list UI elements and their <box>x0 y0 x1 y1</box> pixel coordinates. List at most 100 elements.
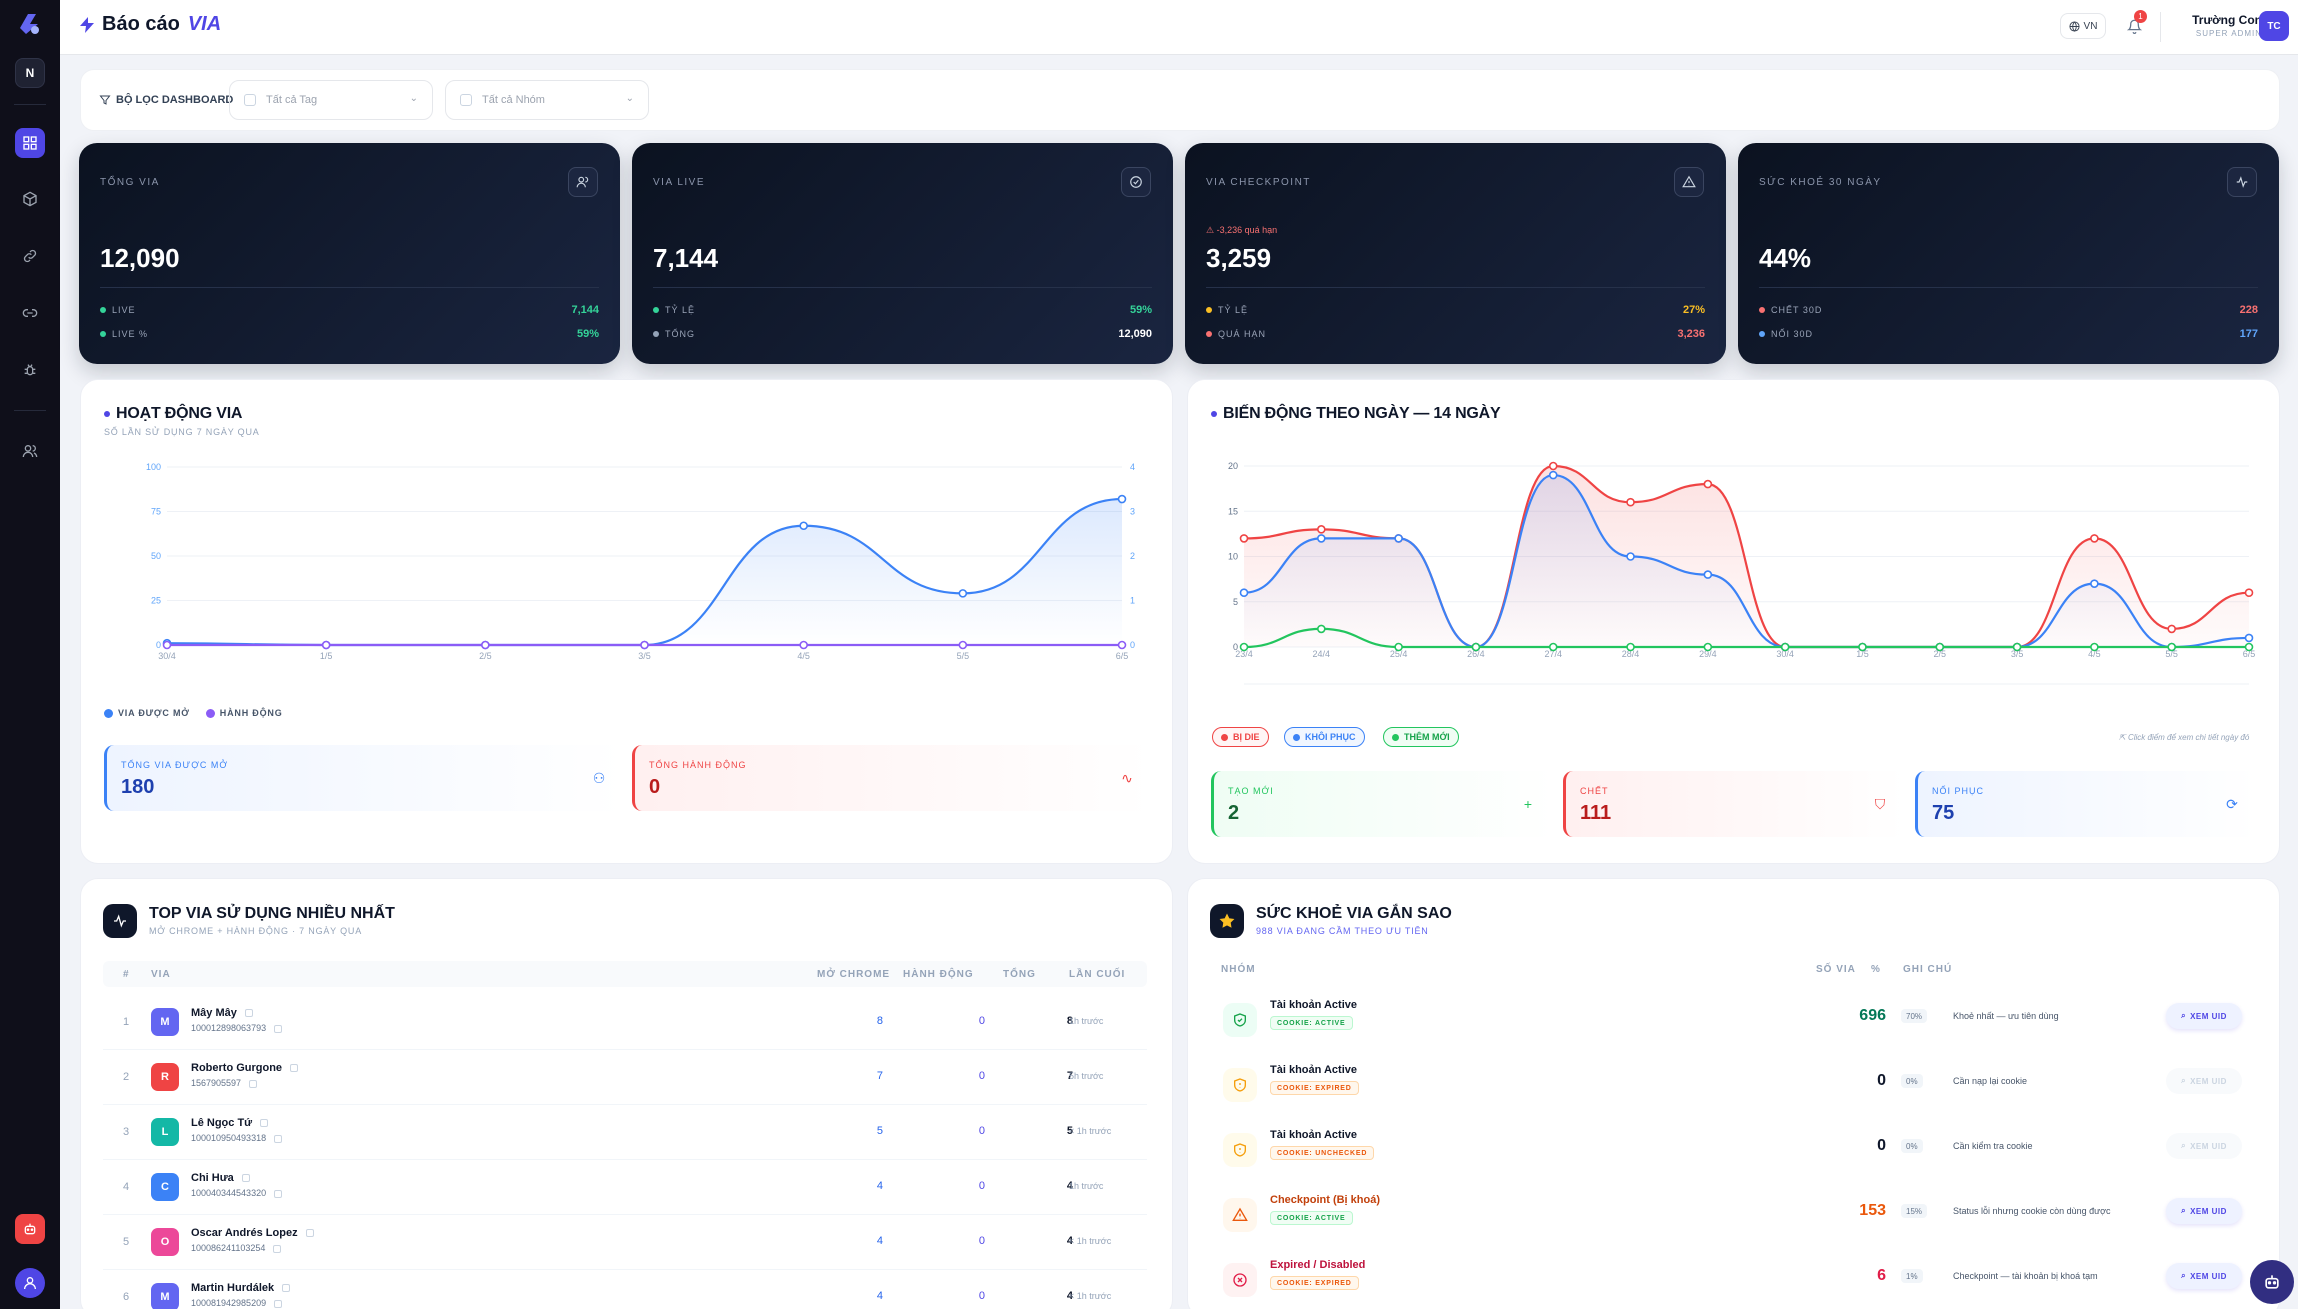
stat-label: TẠO MỚI <box>1228 786 1274 796</box>
x-tick-label: 27/4 <box>1544 649 1562 659</box>
page-title: Báo cáo VIA <box>80 13 221 36</box>
tag-filter-select[interactable]: Tất cả Tag ⌄ <box>229 80 433 120</box>
col-header[interactable]: MỞ CHROME <box>817 969 891 980</box>
avatar[interactable]: TC <box>2259 11 2289 41</box>
via-name[interactable]: Chi Hưa <box>191 1172 250 1184</box>
kpi-row-label: TỶ LỆ <box>665 305 696 315</box>
via-name[interactable]: Mây Mây <box>191 1007 253 1019</box>
view-uid-button[interactable]: ⌕ XEM UID <box>2166 1263 2242 1289</box>
via-name[interactable]: Lê Ngọc Tứ <box>191 1117 269 1129</box>
assistant-fab[interactable] <box>2250 1260 2294 1304</box>
sidebar-item-connections[interactable] <box>15 298 45 328</box>
copy-icon[interactable] <box>244 1009 253 1018</box>
view-uid-button[interactable]: ⌕ XEM UID <box>2166 1133 2242 1159</box>
view-uid-button[interactable]: ⌕ XEM UID <box>2166 1198 2242 1224</box>
kpi-value: 7,144 <box>653 243 719 273</box>
sidebar-item-dashboard[interactable] <box>15 128 45 158</box>
copy-icon[interactable] <box>260 1119 269 1128</box>
copy-icon[interactable] <box>249 1079 258 1088</box>
legend-pill-new[interactable]: THÊM MỚI <box>1383 727 1459 747</box>
copy-icon[interactable] <box>305 1229 314 1238</box>
data-point <box>2167 624 2176 634</box>
chain-icon <box>22 309 38 317</box>
activity-chart[interactable]: 0 25 50 75 100 0 1 2 3 4 30/4 1/5 2/5 3/5 4/5 5/5 6/5 <box>97 461 1157 676</box>
table-row[interactable]: 4 C Chi Hưa 100040344543320 4 0 4 1h trư… <box>103 1160 1147 1215</box>
legend-pill-dead[interactable]: BỊ DIE <box>1212 727 1269 747</box>
col-header[interactable]: TỔNG <box>1003 969 1036 980</box>
kpi-row-label: NỐI 30D <box>1771 329 1814 339</box>
x-tick-label: 30/4 <box>1776 649 1794 659</box>
sidebar-item-packages[interactable] <box>15 184 45 214</box>
header-divider <box>2160 12 2161 42</box>
chrome-count: 5 <box>876 1125 883 1137</box>
note: Khoẻ nhất — ưu tiên dùng <box>1953 1011 2059 1021</box>
profile-button[interactable] <box>15 1268 45 1298</box>
via-name[interactable]: Oscar Andrés Lopez <box>191 1227 314 1239</box>
copy-icon[interactable] <box>274 1189 283 1198</box>
stat-value: 0 <box>649 776 661 798</box>
table-row[interactable]: 5 O Oscar Andrés Lopez 100086241103254 4… <box>103 1215 1147 1270</box>
kpi-row-label: TỔNG <box>665 329 695 339</box>
x-tick-label: 3/5 <box>638 651 651 661</box>
workspace-switcher[interactable]: N <box>15 58 45 88</box>
sidebar-item-users[interactable] <box>15 436 45 466</box>
group-name: Expired / Disabled <box>1270 1259 1366 1271</box>
app-logo-icon[interactable] <box>14 8 44 38</box>
x-tick-label: 5/5 <box>2165 649 2178 659</box>
table-row[interactable]: 1 M Mây Mây 100012898063793 8 0 8 1h trư… <box>103 995 1147 1050</box>
copy-icon[interactable] <box>274 1024 283 1033</box>
sidebar-item-debug[interactable] <box>15 355 45 385</box>
check-circle-icon <box>1121 167 1151 197</box>
copy-icon[interactable] <box>274 1134 283 1143</box>
chrome-count: 8 <box>876 1015 883 1027</box>
via-name[interactable]: Roberto Gurgone <box>191 1062 299 1074</box>
shield-alert-icon <box>1223 1068 1257 1102</box>
search-icon: ⌕ <box>2181 1271 2187 1280</box>
col-header: NHÓM <box>1221 964 1256 975</box>
legend-item-opened[interactable]: VIA ĐƯỢC MỞ <box>104 708 190 718</box>
pulse-icon: ∿ <box>1121 769 1133 786</box>
sidebar-item-links[interactable] <box>15 241 45 271</box>
refresh-icon: ⟳ <box>2226 795 2238 812</box>
note: Checkpoint — tài khoản bị khoá tạm <box>1953 1271 2098 1281</box>
kpi-row: QUÁ HẠN 3,236 <box>1206 326 1705 342</box>
group-filter-value: Tất cả Nhóm <box>482 94 545 106</box>
data-point <box>1858 642 1867 652</box>
y-tick-label: 10 <box>1228 552 1238 562</box>
data-point <box>1626 497 1635 507</box>
col-header[interactable]: LẦN CUỐI <box>1069 969 1126 980</box>
kpi-label: VIA LIVE <box>653 177 706 188</box>
mascot-button[interactable] <box>15 1214 45 1244</box>
legend-item-actions[interactable]: HÀNH ĐỘNG <box>205 708 283 718</box>
table-row[interactable]: 6 M Martin Hurdálek 100081942985209 4 0 … <box>103 1270 1147 1309</box>
data-point <box>2012 642 2022 652</box>
data-point <box>1626 552 1635 561</box>
group-name: Tài khoản Active <box>1270 1064 1358 1076</box>
search-icon: ⌕ <box>2181 1141 2187 1150</box>
data-point <box>1780 642 1790 652</box>
filter-label: BỘ LỌC DASHBOARD <box>99 94 233 106</box>
table-row[interactable]: 3 L Lê Ngọc Tứ 100010950493318 5 0 5 < 1… <box>103 1105 1147 1160</box>
legend-pill-restored[interactable]: KHÔI PHỤC <box>1284 727 1365 747</box>
x-tick-label: 6/5 <box>1116 651 1129 661</box>
col-header[interactable]: HÀNH ĐỘNG <box>903 969 974 980</box>
percent-badge: 0% <box>1901 1139 1923 1153</box>
view-uid-button[interactable]: ⌕ XEM UID <box>2166 1068 2242 1094</box>
language-switcher[interactable]: VN <box>2060 13 2106 39</box>
copy-icon[interactable] <box>241 1174 250 1183</box>
copy-icon[interactable] <box>290 1064 299 1073</box>
copy-icon[interactable] <box>273 1244 282 1253</box>
view-uid-button[interactable]: ⌕ XEM UID <box>2166 1003 2242 1029</box>
via-name[interactable]: Martin Hurdálek <box>191 1282 291 1294</box>
note: Cần kiểm tra cookie <box>1953 1141 2033 1151</box>
table-row[interactable]: 2 R Roberto Gurgone 1567905597 7 0 7 5h … <box>103 1050 1147 1105</box>
activity-legend: VIA ĐƯỢC MỞ HÀNH ĐỘNG <box>104 708 283 718</box>
x-tick-label: 3/5 <box>2011 649 2024 659</box>
user-info[interactable]: Trường Con SUPER ADMIN <box>2174 13 2262 38</box>
copy-icon[interactable] <box>282 1284 291 1293</box>
data-point <box>481 640 490 650</box>
daily-chart[interactable]: 0 5 10 15 20 23/4 24/4 25/4 26/4 27/4 28/4 29/4 30/4… <box>1204 446 2264 686</box>
group-filter-select[interactable]: Tất cả Nhóm ⌄ <box>445 80 649 120</box>
data-point <box>1626 642 1635 652</box>
copy-icon[interactable] <box>274 1299 283 1308</box>
